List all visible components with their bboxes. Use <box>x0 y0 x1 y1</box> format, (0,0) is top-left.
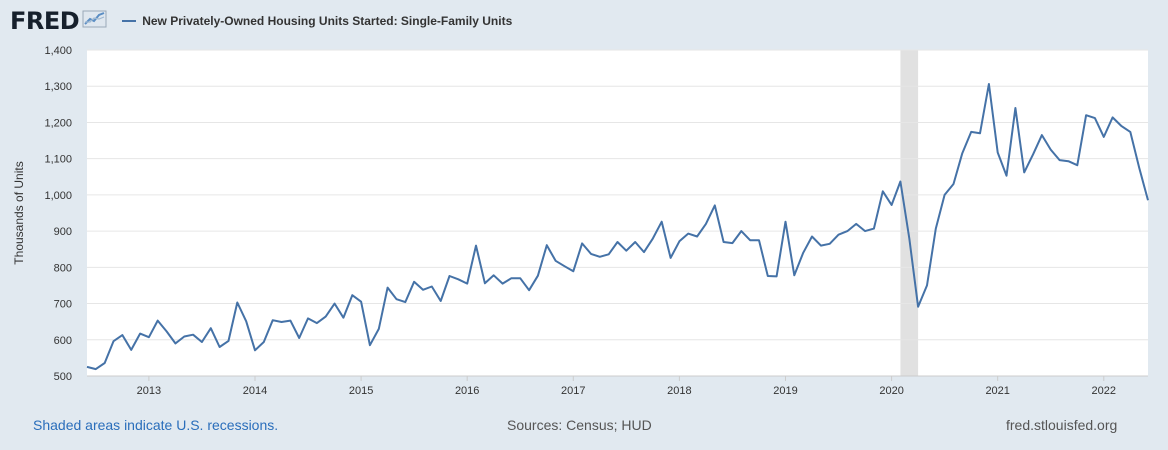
y-tick-label: 1,000 <box>44 190 72 202</box>
fred-logo-text: FRED <box>10 7 80 35</box>
line-graph-icon <box>82 9 108 34</box>
x-tick-label: 2014 <box>243 385 267 397</box>
recession-note: Shaded areas indicate U.S. recessions. <box>33 417 279 433</box>
y-tick-label: 600 <box>54 335 72 347</box>
chart-legend[interactable]: New Privately-Owned Housing Units Starte… <box>122 14 512 28</box>
fred-logo[interactable]: FRED <box>10 7 108 35</box>
x-tick-label: 2018 <box>667 385 691 397</box>
x-tick-label: 2022 <box>1092 385 1116 397</box>
y-axis-title: Thousands of Units <box>12 161 26 264</box>
legend-series-label: New Privately-Owned Housing Units Starte… <box>142 14 513 28</box>
x-tick-label: 2015 <box>349 385 373 397</box>
x-tick-label: 2016 <box>455 385 479 397</box>
series-layer <box>86 83 1149 371</box>
y-tick-label: 1,300 <box>44 81 72 93</box>
y-tick-label: 1,200 <box>44 117 72 129</box>
plot-area <box>87 50 1148 376</box>
x-tick-label: 2020 <box>879 385 903 397</box>
x-tick-label: 2013 <box>137 385 161 397</box>
recession-shading <box>900 50 919 376</box>
y-tick-label: 800 <box>54 262 72 274</box>
legend-swatch <box>122 20 137 22</box>
chart-header: FRED New Privately-Owned Housing Units S… <box>10 6 512 36</box>
x-tick-label: 2017 <box>561 385 585 397</box>
x-tick-label: 2019 <box>773 385 797 397</box>
axes: 500 600 700 800 900 1,000 1,100 1,200 1,300 1,400… <box>44 45 1148 397</box>
sources-text: Sources: Census; HUD <box>507 417 652 433</box>
series-line <box>86 83 1149 371</box>
y-tick-label: 900 <box>54 226 72 238</box>
y-tick-label: 500 <box>54 371 72 383</box>
y-tick-label: 700 <box>54 299 72 311</box>
x-tick-label: 2021 <box>985 385 1009 397</box>
line-chart[interactable]: 500 600 700 800 900 1,000 1,100 1,200 1,300 1,400… <box>0 0 1168 410</box>
y-tick-label: 1,100 <box>44 154 72 166</box>
y-tick-label: 1,400 <box>44 45 72 57</box>
site-link[interactable]: fred.stlouisfed.org <box>1006 417 1118 433</box>
recession-band <box>900 50 919 376</box>
